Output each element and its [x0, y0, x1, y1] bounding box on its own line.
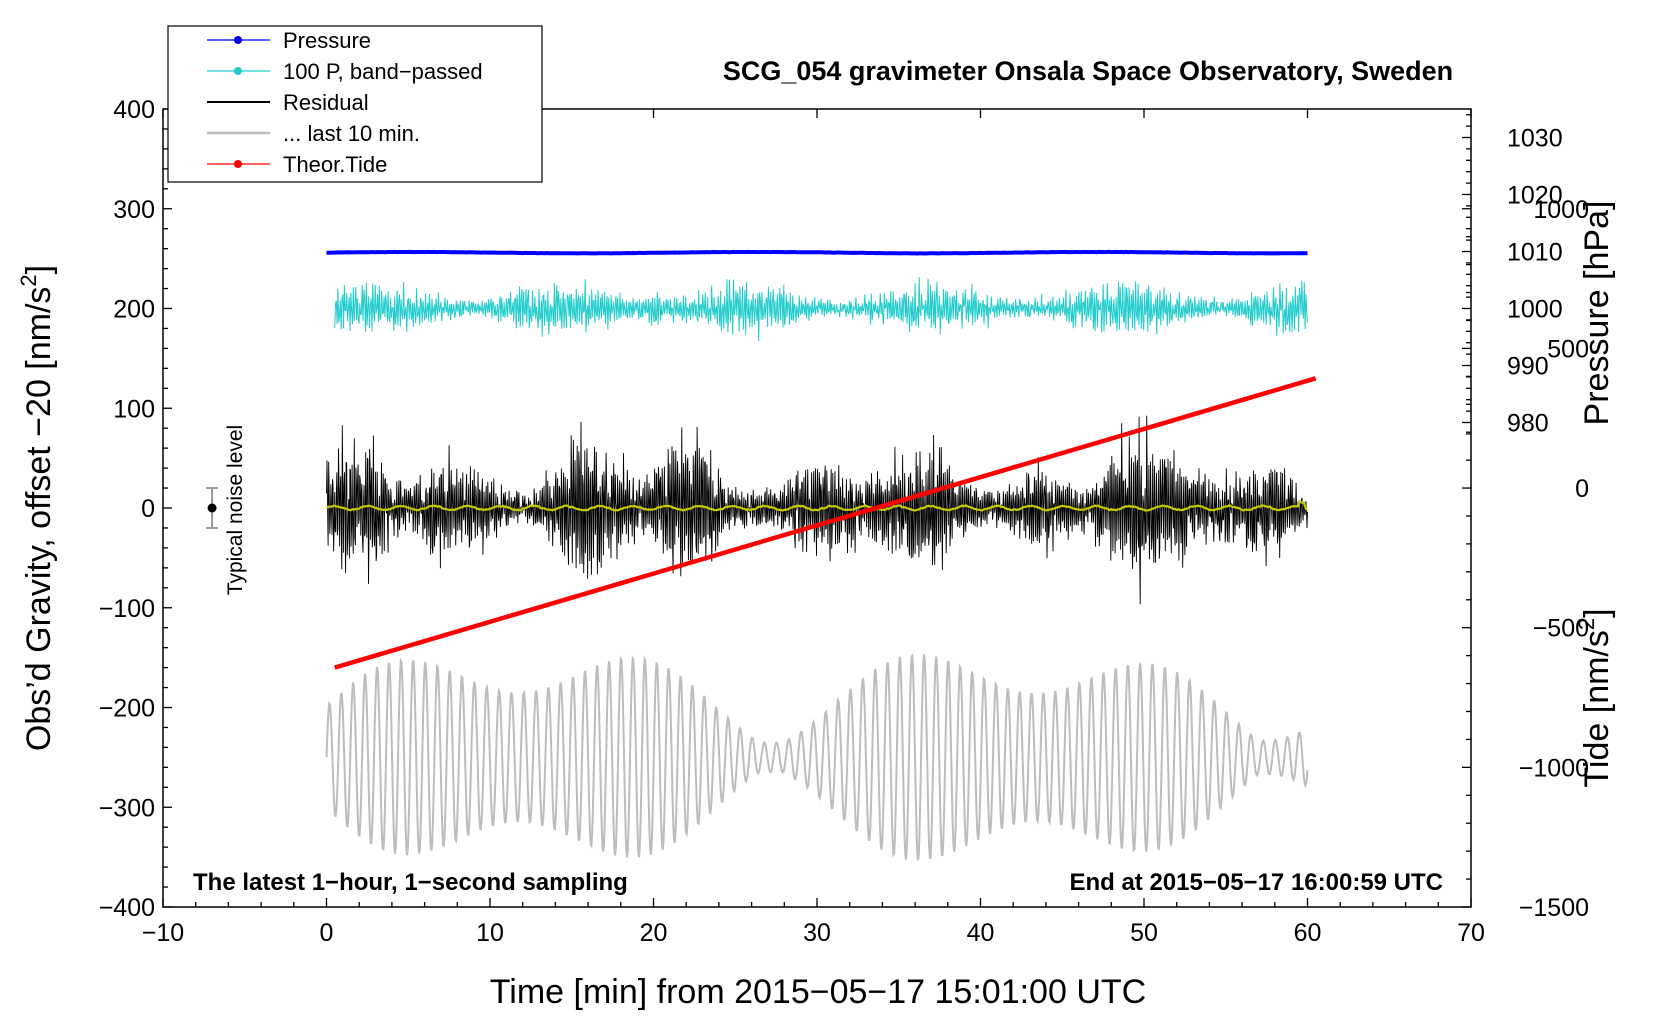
y-tick-label: 100 [113, 395, 155, 423]
legend-box [167, 25, 543, 183]
pressure-tick-label: 990 [1507, 353, 1549, 381]
bandpassed-line [334, 277, 1308, 342]
y-tick-label: 400 [113, 96, 155, 124]
theor-tide-line [334, 376, 1317, 670]
noise-point [207, 503, 217, 513]
x-tick-label: 10 [476, 919, 504, 947]
legend-label-pressure: Pressure [283, 28, 371, 53]
tide-axis-label-sup: 2 [1574, 618, 1599, 630]
annotation-end-time: End at 2015−05−17 16:00:59 UTC [1069, 869, 1443, 896]
y-axis-left-label-sup: 2 [16, 274, 41, 286]
y-axis-left-label-main: Obs’d Gravity, offset −20 [nm/s [20, 287, 58, 752]
smoothed-residual-line [326, 500, 1308, 512]
tide-tick-label: 0 [1575, 475, 1589, 503]
legend-label-last10: ... last 10 min. [283, 121, 420, 146]
legend-label-bandpassed: 100 P, band−passed [283, 59, 483, 84]
noise-level-bar [206, 487, 219, 529]
x-tick-label: 30 [803, 919, 831, 947]
series-bandpassed [334, 277, 1308, 342]
tide-axis-label: Tide [nm/s2] [1574, 608, 1616, 787]
tide-tick-label: 1000 [1533, 196, 1589, 224]
series-smoothed-residual [326, 500, 1308, 512]
last10-line [325, 653, 1309, 861]
x-tick-label: 0 [320, 919, 334, 947]
series-theor-tide [334, 376, 1317, 670]
x-tick-label: 70 [1457, 919, 1485, 947]
series-pressure [326, 249, 1308, 256]
pressure-tick-label: 1000 [1507, 296, 1563, 324]
legend-item-pressure: Pressure [207, 28, 371, 53]
annotation-sampling: The latest 1−hour, 1−second sampling [193, 869, 628, 896]
tide-axis-ticks: 1000 500 0 −500 −1000 −1500 [1462, 196, 1589, 922]
tide-tick-label: 500 [1547, 335, 1589, 363]
legend-marker-theor-tide [234, 160, 242, 168]
x-tick-label: 20 [640, 919, 668, 947]
pressure-tick-label: 1020 [1507, 182, 1563, 210]
series-residual [326, 415, 1308, 605]
y-tick-label: −400 [99, 894, 155, 922]
series-last10 [325, 653, 1309, 861]
y-tick-label: −200 [99, 695, 155, 723]
y-tick-label: −300 [99, 794, 155, 822]
residual-line [326, 415, 1308, 605]
pressure-tick-label: 980 [1507, 410, 1549, 438]
legend-marker-bandpassed [234, 67, 242, 75]
x-tick-label: −10 [142, 919, 184, 947]
y-tick-label: 0 [141, 495, 155, 523]
tide-axis-label-main: Tide [nm/s [1578, 630, 1616, 787]
pressure-axis-label: Pressure [hPa] [1578, 201, 1616, 426]
tide-axis-label-end: ] [1578, 608, 1616, 617]
tide-tick-label: −1500 [1519, 894, 1589, 922]
y-axis-left-label-end: ] [20, 265, 58, 274]
pressure-axis-ticks: 1030 1020 1010 1000 990 980 [1462, 114, 1563, 438]
y-tick-label: 300 [113, 196, 155, 224]
x-axis-ticks: −10 0 10 20 30 40 50 60 70 [142, 109, 1485, 947]
legend-marker-pressure [234, 36, 242, 44]
chart-title: SCG_054 gravimeter Onsala Space Observat… [723, 56, 1453, 86]
legend-item-last10: ... last 10 min. [207, 121, 420, 146]
y-tick-label: 200 [113, 296, 155, 324]
x-axis-label: Time [min] from 2015−05−17 15:01:00 UTC [490, 973, 1146, 1011]
tide-tick-label: −500 [1533, 615, 1589, 643]
x-tick-label: 50 [1130, 919, 1158, 947]
legend-item-theor-tide: Theor.Tide [207, 152, 387, 177]
legend: Pressure 100 P, band−passed Residual ...… [167, 25, 543, 183]
pressure-tick-label: 1010 [1507, 239, 1563, 267]
y-axis-left-ticks: 400 300 200 100 0 −100 −200 −300 −400 [99, 96, 172, 922]
legend-item-bandpassed: 100 P, band−passed [207, 59, 483, 84]
legend-label-theor-tide: Theor.Tide [283, 152, 387, 177]
x-tick-label: 40 [967, 919, 995, 947]
legend-label-residual: Residual [283, 90, 369, 115]
x-tick-label: 60 [1294, 919, 1322, 947]
pressure-line [326, 249, 1308, 256]
tide-tick-label: −1000 [1519, 754, 1589, 782]
pressure-tick-label: 1030 [1507, 125, 1563, 153]
y-axis-left-label: Obs’d Gravity, offset −20 [nm/s2] [16, 265, 58, 751]
noise-level-label: Typical noise level [224, 425, 247, 595]
y-tick-label: −100 [99, 595, 155, 623]
legend-item-residual: Residual [207, 90, 369, 115]
